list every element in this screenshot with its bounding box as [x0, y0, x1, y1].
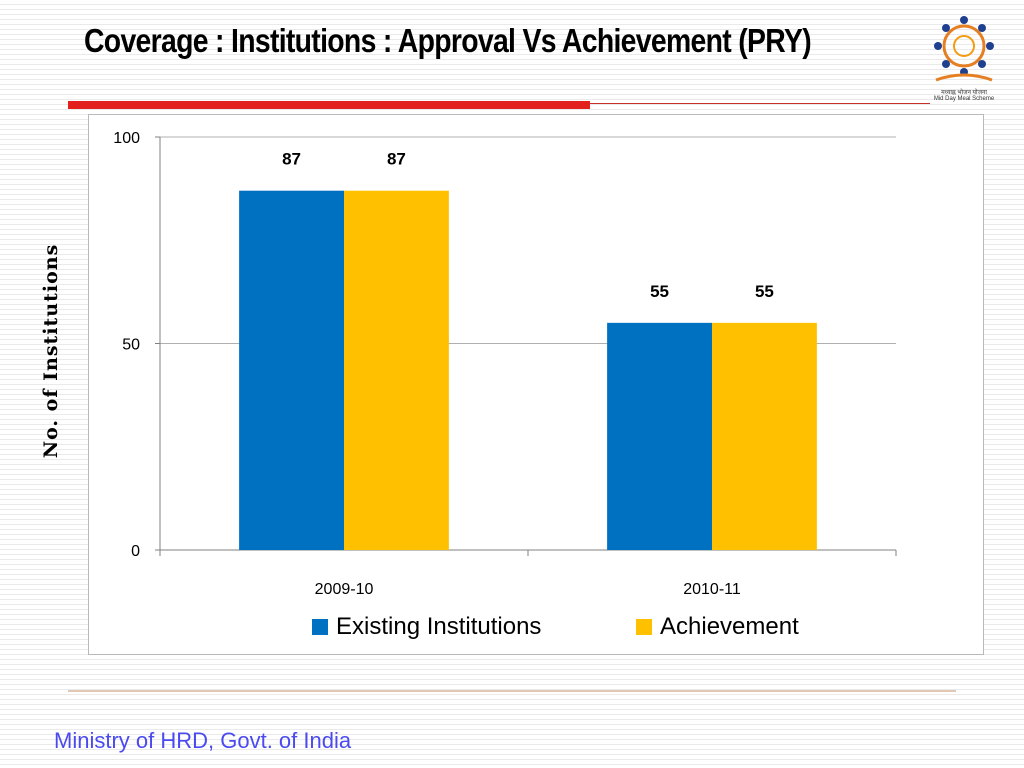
- footer-text: Ministry of HRD, Govt. of India: [54, 728, 352, 753]
- legend-swatch-existing: [312, 619, 328, 635]
- footer-divider: [68, 690, 956, 692]
- data-label: 55: [755, 282, 774, 301]
- y-tick-label: 0: [131, 543, 140, 560]
- bar: [607, 322, 712, 550]
- bar: [344, 190, 449, 550]
- bar: [239, 190, 344, 550]
- data-label: 55: [650, 282, 669, 301]
- y-axis-title: No. of Institutions: [40, 243, 62, 459]
- bar: [712, 322, 817, 550]
- legend-label-existing: Existing Institutions: [336, 613, 542, 640]
- title-underline-bar: [68, 101, 590, 109]
- mid-day-meal-logo-icon: [934, 16, 994, 82]
- data-label: 87: [282, 150, 301, 169]
- y-tick-label: 100: [113, 130, 140, 147]
- title-underline-line: [590, 103, 930, 104]
- y-tick-label: 50: [122, 337, 140, 354]
- legend-item-existing: Existing Institutions: [312, 613, 542, 640]
- x-tick-label: 2010-11: [683, 581, 741, 598]
- legend-label-achievement: Achievement: [660, 613, 799, 640]
- logo-text-hindi: मध्याह्न भोजन योजना: [941, 90, 987, 96]
- chart-frame: [88, 114, 984, 655]
- legend-swatch-achievement: [636, 619, 652, 635]
- x-tick-label: 2009-10: [315, 581, 374, 598]
- legend-item-achievement: Achievement: [636, 613, 799, 640]
- logo-text-english: Mid Day Meal Scheme: [933, 96, 995, 102]
- slide-title: Coverage : Institutions : Approval Vs Ac…: [84, 22, 812, 59]
- data-label: 87: [387, 150, 406, 169]
